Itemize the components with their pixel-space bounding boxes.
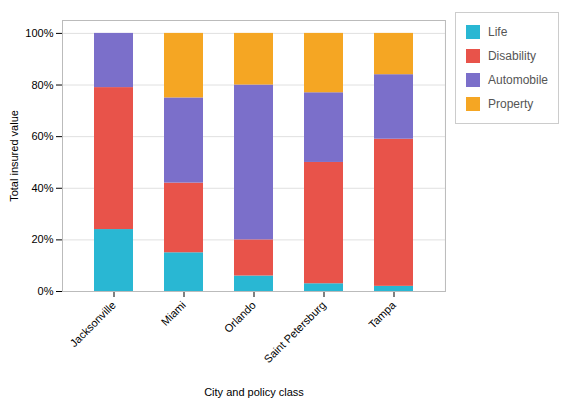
svg-text:100%: 100% (25, 27, 53, 39)
svg-text:80%: 80% (31, 79, 53, 91)
svg-text:60%: 60% (31, 130, 53, 142)
svg-text:Saint Petersburg: Saint Petersburg (261, 299, 327, 365)
html-text:Life: Life (488, 25, 508, 39)
svg-text:Orlando: Orlando (222, 299, 258, 335)
svg-text:Total insured value: Total insured value (8, 110, 20, 202)
svg-text:Jacksonville: Jacksonville (67, 299, 117, 349)
svg-text:40%: 40% (31, 182, 53, 194)
svg-text:City and policy class: City and policy class (204, 386, 304, 398)
svg-text:0%: 0% (38, 285, 54, 297)
svg-text:Miami: Miami (159, 299, 188, 328)
svg-text:Tampa: Tampa (366, 298, 398, 330)
html-text:Automobile: Automobile (488, 73, 548, 87)
html-text:Disability: Disability (488, 49, 536, 63)
html-text:Property: Property (488, 97, 534, 111)
svg-text:20%: 20% (31, 233, 53, 245)
